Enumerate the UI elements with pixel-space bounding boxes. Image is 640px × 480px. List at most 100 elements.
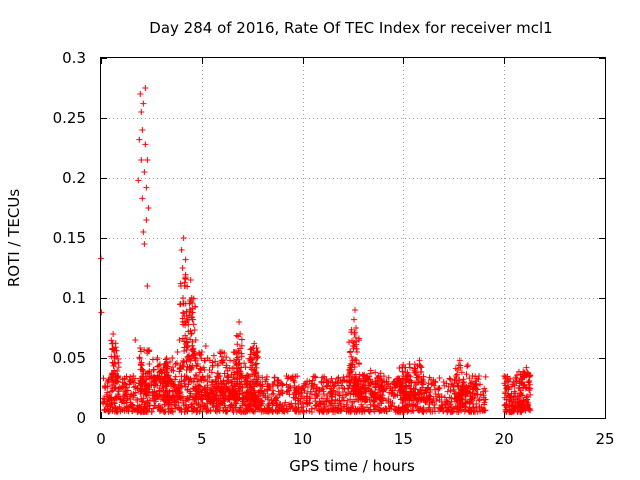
cluster-point xyxy=(439,408,446,415)
data-point xyxy=(517,391,524,397)
cluster-point xyxy=(224,367,231,374)
data-point xyxy=(503,385,510,391)
data-point xyxy=(380,388,387,395)
cluster-point xyxy=(447,387,454,394)
data-point xyxy=(319,385,326,391)
cluster-point xyxy=(451,390,458,397)
cluster-point xyxy=(144,408,151,415)
cluster-point xyxy=(182,275,189,282)
data-point xyxy=(208,369,215,376)
cluster-point xyxy=(351,330,358,337)
cluster-point xyxy=(313,385,320,392)
data-point xyxy=(227,357,234,364)
data-point xyxy=(287,385,294,391)
data-point xyxy=(372,369,379,376)
cluster-point xyxy=(324,382,331,389)
data-point xyxy=(259,381,266,388)
cluster-point xyxy=(410,402,417,409)
cluster-point xyxy=(234,376,241,383)
cluster-point xyxy=(238,378,245,385)
cluster-point xyxy=(184,339,191,346)
cluster-point xyxy=(252,396,259,403)
cluster-point xyxy=(412,381,419,388)
cluster-point xyxy=(115,378,122,385)
data-point xyxy=(174,349,181,355)
cluster-point xyxy=(176,378,183,385)
cluster-point xyxy=(144,389,151,396)
data-point xyxy=(156,376,163,383)
cluster-point xyxy=(186,312,193,319)
data-point xyxy=(416,357,423,364)
cluster-point xyxy=(201,386,208,393)
data-point xyxy=(162,361,169,367)
cluster-point xyxy=(476,396,483,403)
cluster-point xyxy=(334,397,341,404)
cluster-point xyxy=(261,388,268,395)
cluster-point xyxy=(175,385,182,392)
cluster-point xyxy=(137,348,144,355)
data-point xyxy=(136,136,143,143)
cluster-point xyxy=(503,396,510,403)
cluster-point xyxy=(403,392,410,399)
data-point xyxy=(102,385,109,391)
cluster-point xyxy=(248,346,255,353)
cluster-point xyxy=(236,407,243,414)
data-point xyxy=(444,388,451,395)
data-point xyxy=(526,385,533,391)
cluster-point xyxy=(207,408,214,415)
cluster-point xyxy=(454,406,461,413)
cluster-point xyxy=(361,371,368,378)
y-tick-labels: 0 0.05 0.1 0.15 0.2 0.25 0.3 xyxy=(53,49,86,427)
data-point xyxy=(183,313,190,319)
cluster-point xyxy=(318,407,325,414)
cluster-point xyxy=(179,318,186,325)
cluster-point xyxy=(503,406,510,413)
cluster-point xyxy=(312,402,319,409)
data-point xyxy=(408,379,415,385)
cluster-point xyxy=(232,388,239,395)
cluster-point xyxy=(467,408,474,415)
cluster-point xyxy=(270,390,277,397)
cluster-point xyxy=(372,405,379,412)
cluster-point xyxy=(197,352,204,359)
data-point xyxy=(481,397,488,403)
data-point xyxy=(192,337,199,343)
cluster-point xyxy=(185,381,192,388)
y-tick-label: 0.1 xyxy=(62,289,86,307)
cluster-point xyxy=(407,395,414,402)
cluster-point xyxy=(258,407,265,414)
data-point xyxy=(525,379,532,385)
cluster-point xyxy=(398,385,405,392)
cluster-point xyxy=(142,403,149,410)
data-point xyxy=(142,85,149,91)
cluster-point xyxy=(112,395,119,402)
cluster-point xyxy=(423,393,430,400)
data-point xyxy=(187,277,194,283)
data-point xyxy=(253,352,260,359)
cluster-point xyxy=(199,400,206,407)
cluster-point xyxy=(224,374,231,381)
data-point xyxy=(180,235,187,241)
cluster-point xyxy=(450,386,457,393)
data-point xyxy=(229,385,236,391)
data-point xyxy=(339,385,346,391)
cluster-point xyxy=(127,374,134,381)
data-point xyxy=(236,319,243,325)
cluster-point xyxy=(318,378,325,385)
cluster-point xyxy=(356,386,363,393)
cluster-point xyxy=(317,400,324,407)
data-point xyxy=(458,369,465,376)
data-point xyxy=(118,385,125,391)
cluster-point xyxy=(508,408,515,415)
cluster-point xyxy=(254,348,261,355)
cluster-point xyxy=(235,356,242,363)
cluster-point xyxy=(126,393,133,400)
cluster-point xyxy=(318,395,325,402)
cluster-point xyxy=(344,397,351,404)
cluster-point xyxy=(385,374,392,381)
cluster-point xyxy=(215,404,222,411)
cluster-point xyxy=(300,408,307,415)
data-point xyxy=(189,309,196,316)
cluster-point xyxy=(253,360,260,367)
